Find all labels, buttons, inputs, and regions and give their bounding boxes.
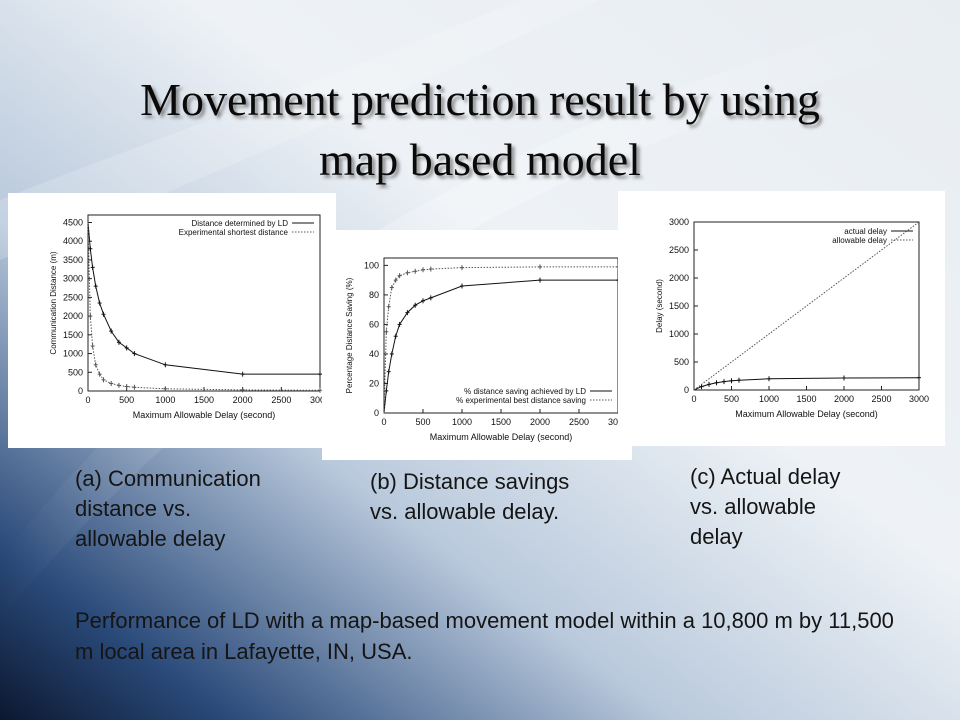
- slide-title-line-1: Movement prediction result by using: [140, 74, 820, 125]
- y-tick-label: 1500: [669, 301, 689, 311]
- x-tick-label: 500: [415, 417, 430, 427]
- slide-title: Movement prediction result by using map …: [40, 70, 920, 190]
- chart-panel-c: 0 500 1000 1500 2000 2500 3000 0 500 1000 1500 2000…: [618, 191, 945, 446]
- x-tick-label: 0: [381, 417, 386, 427]
- x-tick-label: 2500: [871, 394, 891, 404]
- series-line-2: [693, 221, 920, 391]
- legend-label-1: % distance saving achieved by LD: [464, 387, 586, 396]
- y-axis-label: Communication Distance (m): [49, 251, 58, 354]
- series-line-1: [87, 222, 320, 375]
- y-tick-label: 3000: [63, 274, 83, 284]
- x-tick-label: 0: [85, 395, 90, 405]
- footer-description: Performance of LD with a map-based movem…: [75, 608, 894, 664]
- y-tick-label: 1500: [63, 330, 83, 340]
- y-tick-label: 3000: [669, 217, 689, 227]
- x-tick-label: 2000: [233, 395, 253, 405]
- x-tick-label: 2500: [569, 417, 589, 427]
- x-tick-label: 1000: [155, 395, 175, 405]
- slide-title-line-2: map based model: [319, 134, 641, 185]
- y-axis-label: Delay (second): [655, 279, 664, 333]
- chart-panel-a: 0 500 1000 1500 2000 2500 3000 0 500 1000 1500 2000…: [8, 193, 336, 448]
- x-tick-label: 1000: [759, 394, 779, 404]
- x-tick-label: 2500: [271, 395, 291, 405]
- y-tick-label: 2000: [63, 311, 83, 321]
- x-tick-label: 500: [119, 395, 134, 405]
- x-tick-label: 1000: [452, 417, 472, 427]
- plot-frame: [87, 214, 321, 392]
- caption-a: (a) Communication distance vs. allowable…: [75, 466, 261, 551]
- legend-label-2: % experimental best distance saving: [456, 396, 586, 405]
- y-tick-label: 20: [369, 378, 379, 388]
- x-tick-label: 0: [691, 394, 696, 404]
- x-tick-label: 1500: [491, 417, 511, 427]
- y-tick-label: 2000: [669, 273, 689, 283]
- y-tick-label: 0: [78, 386, 83, 396]
- x-axis-label: Maximum Allowable Delay (second): [133, 410, 276, 420]
- caption-b: (b) Distance savings vs. allowable delay…: [370, 469, 570, 524]
- y-tick-label: 40: [369, 349, 379, 359]
- y-tick-label: 60: [369, 319, 379, 329]
- y-tick-label: 4500: [63, 217, 83, 227]
- y-tick-label: 4000: [63, 236, 83, 246]
- chart-b: 050010001500200025003000020406080100Maxi…: [345, 257, 628, 442]
- legend-label-2: Experimental shortest distance: [179, 228, 289, 237]
- chart-a: 0 500 1000 1500 2000 2500 3000 0 500 1000 1500 2000…: [49, 214, 330, 420]
- chart-panel-b: 050010001500200025003000020406080100Maxi…: [322, 230, 632, 460]
- x-tick-label: 500: [724, 394, 739, 404]
- y-tick-label: 0: [374, 408, 379, 418]
- legend-label-1: actual delay: [844, 227, 887, 236]
- y-tick-label: 3500: [63, 255, 83, 265]
- caption-c: (c) Actual delay vs. allowable delay: [690, 464, 841, 549]
- y-tick-label: 0: [684, 385, 689, 395]
- series-line-2: [87, 222, 321, 391]
- y-tick-label: 500: [674, 357, 689, 367]
- legend-label-1: Distance determined by LD: [192, 219, 289, 228]
- y-axis-label: Percentage Distance Saving (%): [345, 277, 354, 393]
- x-tick-label: 1500: [194, 395, 214, 405]
- y-tick-label: 2500: [63, 292, 83, 302]
- x-axis-label: Maximum Allowable Delay (second): [430, 432, 573, 442]
- x-tick-label: 2000: [834, 394, 854, 404]
- x-tick-label: 3000: [909, 394, 929, 404]
- y-tick-label: 500: [68, 367, 83, 377]
- y-tick-label: 2500: [669, 245, 689, 255]
- y-tick-label: 1000: [669, 329, 689, 339]
- x-tick-label: 3000: [310, 395, 330, 405]
- x-axis-label: Maximum Allowable Delay (second): [735, 409, 878, 419]
- x-tick-label: 1500: [796, 394, 816, 404]
- y-tick-label: 80: [369, 290, 379, 300]
- x-tick-label: 2000: [530, 417, 550, 427]
- y-tick-label: 100: [364, 260, 379, 270]
- series-line-1: [693, 377, 920, 391]
- legend-label-2: allowable delay: [832, 236, 887, 245]
- chart-c: 0 500 1000 1500 2000 2500 3000 0 500 1000 1500 2000…: [655, 217, 929, 419]
- y-tick-label: 1000: [63, 349, 83, 359]
